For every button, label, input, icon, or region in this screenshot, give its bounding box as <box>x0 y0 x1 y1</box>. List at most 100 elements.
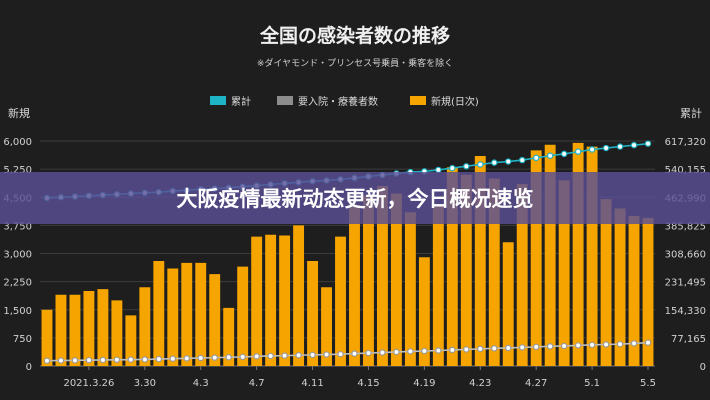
x-tick-label: 4.7 <box>249 378 265 389</box>
bar <box>69 294 81 366</box>
bar <box>516 184 528 366</box>
data-point <box>491 159 498 166</box>
data-point <box>449 164 456 172</box>
x-tick-label: 5.1 <box>584 378 600 389</box>
data-point <box>588 341 596 349</box>
data-point <box>113 356 121 364</box>
data-point <box>127 356 135 363</box>
data-point <box>323 351 330 358</box>
legend-swatch <box>210 96 226 105</box>
bar <box>474 156 486 366</box>
bar <box>167 268 179 366</box>
bar <box>181 262 193 366</box>
bar <box>265 234 277 366</box>
left-tick-label: 750 <box>13 334 32 345</box>
bar <box>223 307 235 366</box>
data-point <box>505 344 512 352</box>
right-tick-label: 154,330 <box>665 306 706 317</box>
data-point <box>435 347 442 354</box>
left-tick-label: 1,500 <box>3 306 32 317</box>
right-tick-label: 231,495 <box>665 278 706 289</box>
bar <box>488 178 500 366</box>
data-point <box>379 349 386 356</box>
bar <box>251 236 263 366</box>
data-point <box>560 150 568 158</box>
data-point <box>57 357 65 364</box>
data-point <box>43 357 51 364</box>
bar <box>321 287 332 366</box>
data-point <box>351 350 358 357</box>
data-point <box>532 343 540 351</box>
bar <box>153 261 165 366</box>
data-point <box>309 351 316 359</box>
legend-label: 累計 <box>231 95 251 108</box>
data-point <box>337 350 344 358</box>
bar <box>572 142 584 366</box>
data-point <box>477 161 484 168</box>
bar <box>544 144 556 366</box>
data-point <box>477 345 484 353</box>
data-point <box>616 143 624 150</box>
data-point <box>295 352 302 359</box>
bar <box>432 204 444 366</box>
left-tick-label: 3,750 <box>3 221 32 232</box>
x-tick-label: 4.27 <box>525 378 547 389</box>
left-tick-label: 2,250 <box>3 278 32 289</box>
bar <box>97 289 109 366</box>
bar <box>376 186 388 366</box>
data-point <box>211 354 218 361</box>
x-tick-label: 3.30 <box>134 378 156 389</box>
bar <box>628 216 640 366</box>
data-point <box>574 148 582 155</box>
data-point <box>267 352 274 360</box>
data-point <box>141 356 149 363</box>
data-point <box>281 352 288 359</box>
bar <box>446 167 458 366</box>
bar <box>418 257 430 366</box>
x-tick-label: 4.19 <box>413 378 435 389</box>
data-point <box>560 342 568 350</box>
bar <box>390 193 402 366</box>
data-point <box>546 152 554 159</box>
bar <box>404 212 416 366</box>
data-point <box>616 340 624 348</box>
data-point <box>155 355 163 363</box>
x-tick-label: 5.5 <box>640 378 656 389</box>
bar <box>460 174 472 366</box>
banner-background <box>0 172 710 224</box>
data-point <box>644 339 652 346</box>
bar <box>502 242 514 366</box>
data-point <box>532 154 540 162</box>
legend-swatch <box>410 96 426 105</box>
x-tick-label: 2021.3.26 <box>63 378 114 389</box>
banner-text: 大阪疫情最新动态更新，今日概况速览 <box>177 187 534 211</box>
data-point <box>463 346 470 353</box>
data-point <box>630 141 638 149</box>
left-tick-label: 5,250 <box>3 165 32 176</box>
bar <box>237 266 249 366</box>
legend: 累計 要入院・療養者数 新規(日次) <box>210 95 479 108</box>
bar <box>600 199 612 366</box>
data-point <box>519 156 526 164</box>
bar <box>293 225 305 366</box>
data-point <box>71 357 79 364</box>
x-tick-label: 4.3 <box>193 378 209 389</box>
bar <box>139 287 151 366</box>
left-tick-label: 0 <box>26 362 32 373</box>
data-point <box>505 158 512 165</box>
data-point <box>644 140 652 147</box>
data-point <box>407 348 414 355</box>
bar <box>55 294 67 366</box>
data-point <box>99 356 107 364</box>
data-point <box>588 146 596 153</box>
legend-label: 要入院・療養者数 <box>298 95 378 108</box>
bar <box>195 262 207 366</box>
right-tick-label: 617,320 <box>665 137 706 148</box>
data-point <box>491 345 498 352</box>
left-tick-label: 6,000 <box>3 137 32 148</box>
bar <box>83 291 95 366</box>
data-point <box>393 348 400 356</box>
x-axis-ticks: 2021.3.26 3.30 4.3 4.7 4.11 4.15 4.19 4.23 4.27 5… <box>63 366 656 389</box>
data-point <box>463 163 470 170</box>
